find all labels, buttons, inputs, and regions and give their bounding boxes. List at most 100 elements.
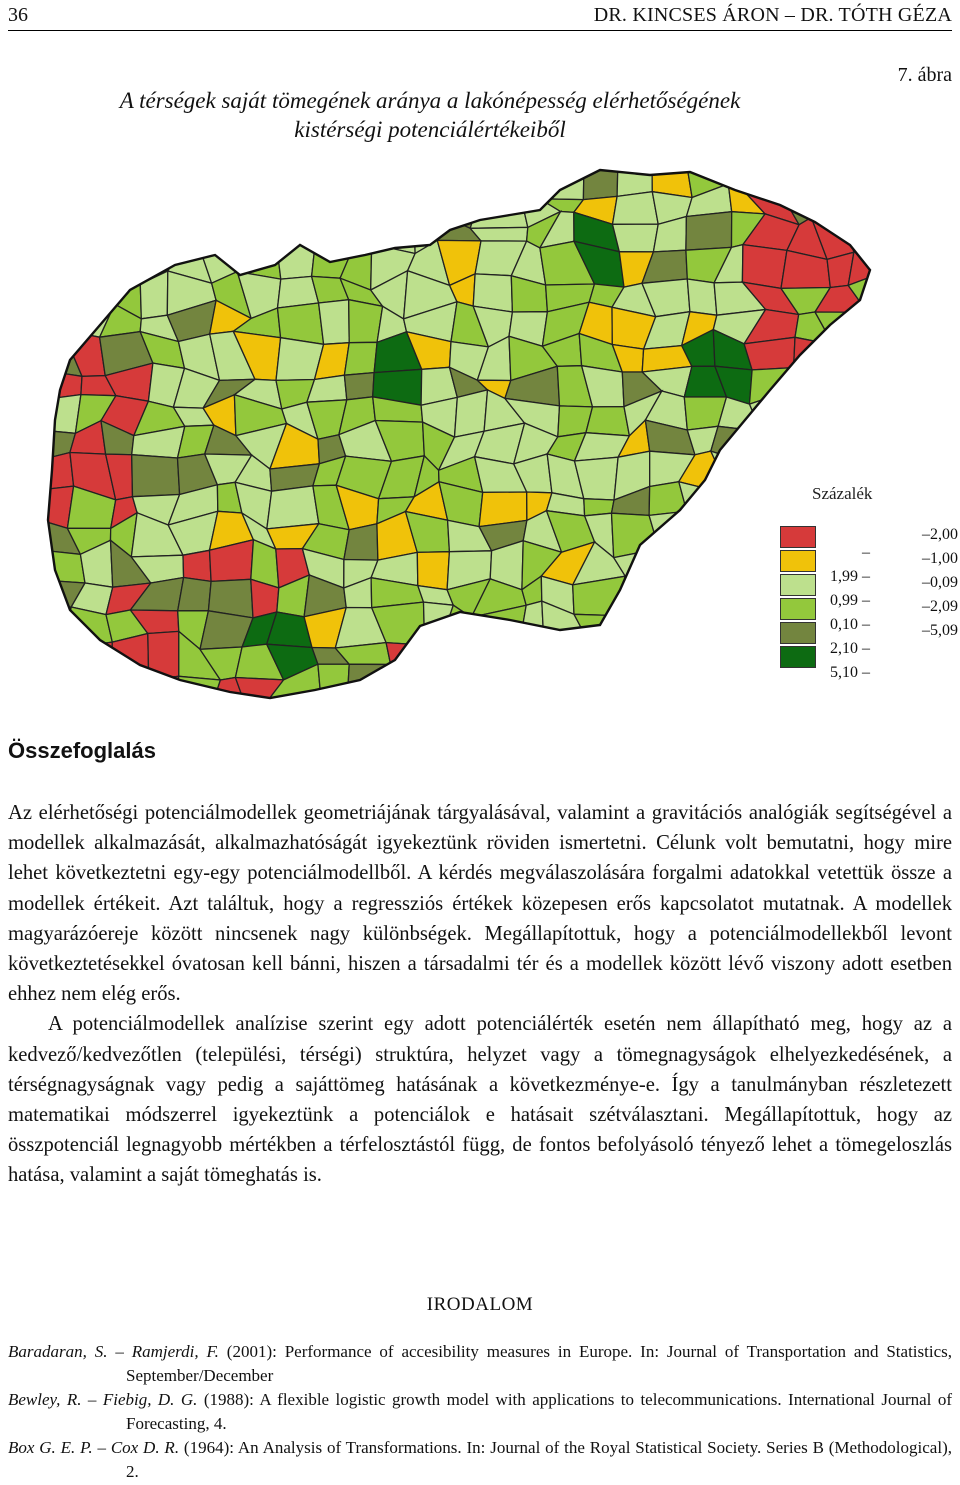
map-region xyxy=(651,170,693,199)
summary-paragraph-1: Az elérhetőségi potenciálmodellek geomet… xyxy=(8,802,952,1006)
reference-authors: Bewley, R. – Fiebig, D. G. xyxy=(8,1390,198,1409)
map-region xyxy=(895,640,925,672)
map-region xyxy=(107,693,143,698)
map-region xyxy=(98,239,146,285)
map-region xyxy=(514,668,553,698)
map-region xyxy=(543,643,595,678)
map-region xyxy=(176,576,212,612)
map-region xyxy=(268,178,323,220)
map-region xyxy=(785,359,834,408)
map-region xyxy=(717,665,755,698)
map-region xyxy=(61,183,118,225)
map-region xyxy=(860,339,870,381)
map-region xyxy=(48,211,67,261)
legend-lower-bound: 0,10 – xyxy=(830,616,870,633)
legend-lower-bound: 2,10 – xyxy=(830,640,870,657)
map-region xyxy=(538,170,585,201)
map-region xyxy=(885,211,924,250)
legend-upper-bound: –0,09 xyxy=(922,574,958,591)
map-region xyxy=(822,702,867,720)
map-region xyxy=(889,370,924,404)
reference-item: Bewley, R. – Fiebig, D. G. (1988): A fle… xyxy=(8,1388,952,1436)
map-region xyxy=(64,239,119,279)
map-region xyxy=(95,193,134,228)
map-region xyxy=(892,452,925,499)
map-region xyxy=(514,693,551,698)
legend-lower-bound: – xyxy=(862,544,870,561)
map-region xyxy=(779,691,832,698)
map-region xyxy=(648,664,697,698)
map-region xyxy=(717,696,755,698)
map-region xyxy=(684,510,731,556)
map-region xyxy=(95,222,147,257)
map-region xyxy=(210,700,246,720)
map-region xyxy=(48,549,86,584)
map-region xyxy=(613,701,652,720)
map-region xyxy=(685,210,733,251)
map-region xyxy=(48,639,79,679)
map-region xyxy=(814,359,866,408)
map-region xyxy=(438,660,489,698)
map-region xyxy=(208,196,246,223)
reference-details: (2001): Performance of accesibility meas… xyxy=(126,1342,952,1385)
map-region xyxy=(893,490,924,525)
reference-item: Box G. E. P. – Cox D. R. (1964): An Anal… xyxy=(8,1436,952,1484)
map-region xyxy=(709,450,763,497)
map-region xyxy=(416,551,451,591)
map-region xyxy=(71,673,113,698)
map-region xyxy=(174,693,215,698)
map-region xyxy=(707,584,751,614)
map-region xyxy=(48,183,64,221)
map-region xyxy=(109,673,150,698)
map-region xyxy=(343,170,382,184)
reference-authors: Baradaran, S. – Ramjerdi, F. xyxy=(8,1342,219,1361)
map-region xyxy=(345,213,373,254)
map-region xyxy=(317,298,350,345)
map-region xyxy=(72,692,112,698)
map-region xyxy=(267,696,322,698)
map-region xyxy=(405,695,449,698)
map-region xyxy=(589,640,631,666)
map-region xyxy=(403,170,449,198)
map-region xyxy=(810,179,863,219)
map-region xyxy=(684,549,717,588)
legend-upper-bound: –2,09 xyxy=(922,598,958,615)
map-region xyxy=(48,451,75,491)
map-region xyxy=(182,549,212,583)
map-region xyxy=(611,190,659,225)
map-region xyxy=(814,344,865,382)
map-region xyxy=(48,309,81,342)
map-region xyxy=(742,484,801,530)
map-region xyxy=(343,181,382,222)
map-region xyxy=(673,630,722,675)
map-region xyxy=(686,278,718,316)
map-region xyxy=(437,638,494,672)
legend-lower-bound: 5,10 – xyxy=(830,664,870,681)
map-region xyxy=(482,706,516,720)
map-region xyxy=(856,422,870,467)
reference-details: (1988): A flexible logistic growth model… xyxy=(126,1390,952,1433)
figure-number: 7. ábra xyxy=(897,64,952,86)
map-region xyxy=(810,170,863,186)
map-region xyxy=(244,700,278,720)
map-region xyxy=(478,170,519,201)
references-title: IRODALOM xyxy=(426,1294,534,1315)
map-region xyxy=(403,669,442,698)
map-region xyxy=(48,249,85,281)
map-region xyxy=(453,389,489,438)
page-header: 36 DR. KINCSES ÁRON – DR. TÓTH GÉZA xyxy=(8,0,952,31)
map-region xyxy=(48,692,75,698)
map-region xyxy=(240,191,286,223)
map-region xyxy=(585,405,631,437)
map-region xyxy=(661,633,698,670)
map-region xyxy=(855,170,870,190)
legend-upper-bound: –2,00 xyxy=(922,526,958,543)
map-region xyxy=(714,549,766,588)
legend-swatch xyxy=(780,526,816,548)
map-region xyxy=(653,547,690,575)
map-region xyxy=(653,571,698,601)
figure-title: A térségek saját tömegének aránya a lakó… xyxy=(90,86,770,144)
map-region xyxy=(746,170,789,198)
map-region xyxy=(855,690,870,698)
page-number: 36 xyxy=(8,4,28,26)
